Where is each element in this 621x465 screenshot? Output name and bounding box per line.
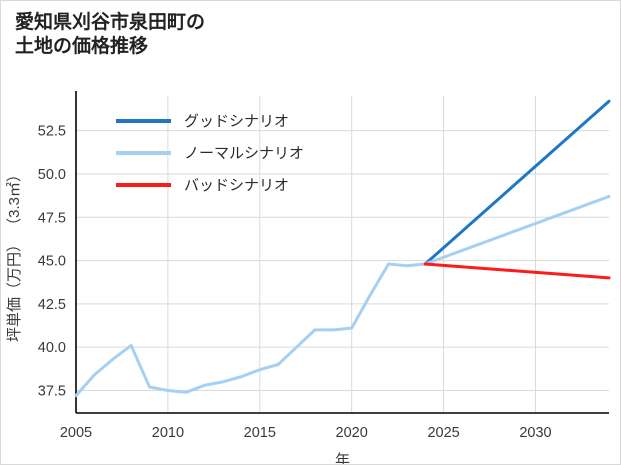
y-tick-label: 52.5 xyxy=(38,124,66,140)
y-tick-label: 37.5 xyxy=(38,383,66,399)
series-line-ノーマルシナリオ（過去データ） xyxy=(76,264,425,396)
x-tick-label: 2005 xyxy=(60,425,92,441)
y-tick-label: 50.0 xyxy=(38,167,66,183)
x-tick-label: 2010 xyxy=(152,425,184,441)
series-line-グッドシナリオ xyxy=(425,101,609,264)
x-tick-label: 2015 xyxy=(244,425,276,441)
x-tick-label: 2025 xyxy=(427,425,459,441)
legend-label-グッドシナリオ: グッドシナリオ xyxy=(184,113,289,130)
chart-window: 愛知県刈谷市泉田町の 土地の価格推移 37.5 40.0 42.5 45.0 47.5 5… xyxy=(0,0,621,465)
y-tick-label: 47.5 xyxy=(38,210,66,226)
y-tick-label: 42.5 xyxy=(38,297,66,313)
x-tick-label: 2030 xyxy=(519,425,551,441)
y-tick-label: 45.0 xyxy=(38,254,66,270)
x-axis-label: 年 xyxy=(335,452,350,465)
chart-svg: 37.5 40.0 42.5 45.0 47.5 50.0 52.5 2005 2010 2015… xyxy=(1,1,621,465)
legend-label-ノーマルシナリオ: ノーマルシナリオ xyxy=(184,145,304,162)
y-tick-label: 40.0 xyxy=(38,340,66,356)
y-axis-label: 坪単価（万円） （3.3㎡） xyxy=(6,167,23,342)
x-tick-label: 2020 xyxy=(336,425,368,441)
series-line-バッドシナリオ xyxy=(425,264,609,278)
series-line-ノーマルシナリオ（予測） xyxy=(425,196,609,264)
legend-label-バッドシナリオ: バッドシナリオ xyxy=(184,177,289,194)
